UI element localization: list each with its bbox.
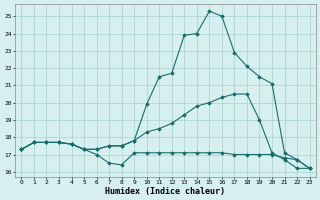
- X-axis label: Humidex (Indice chaleur): Humidex (Indice chaleur): [106, 187, 226, 196]
